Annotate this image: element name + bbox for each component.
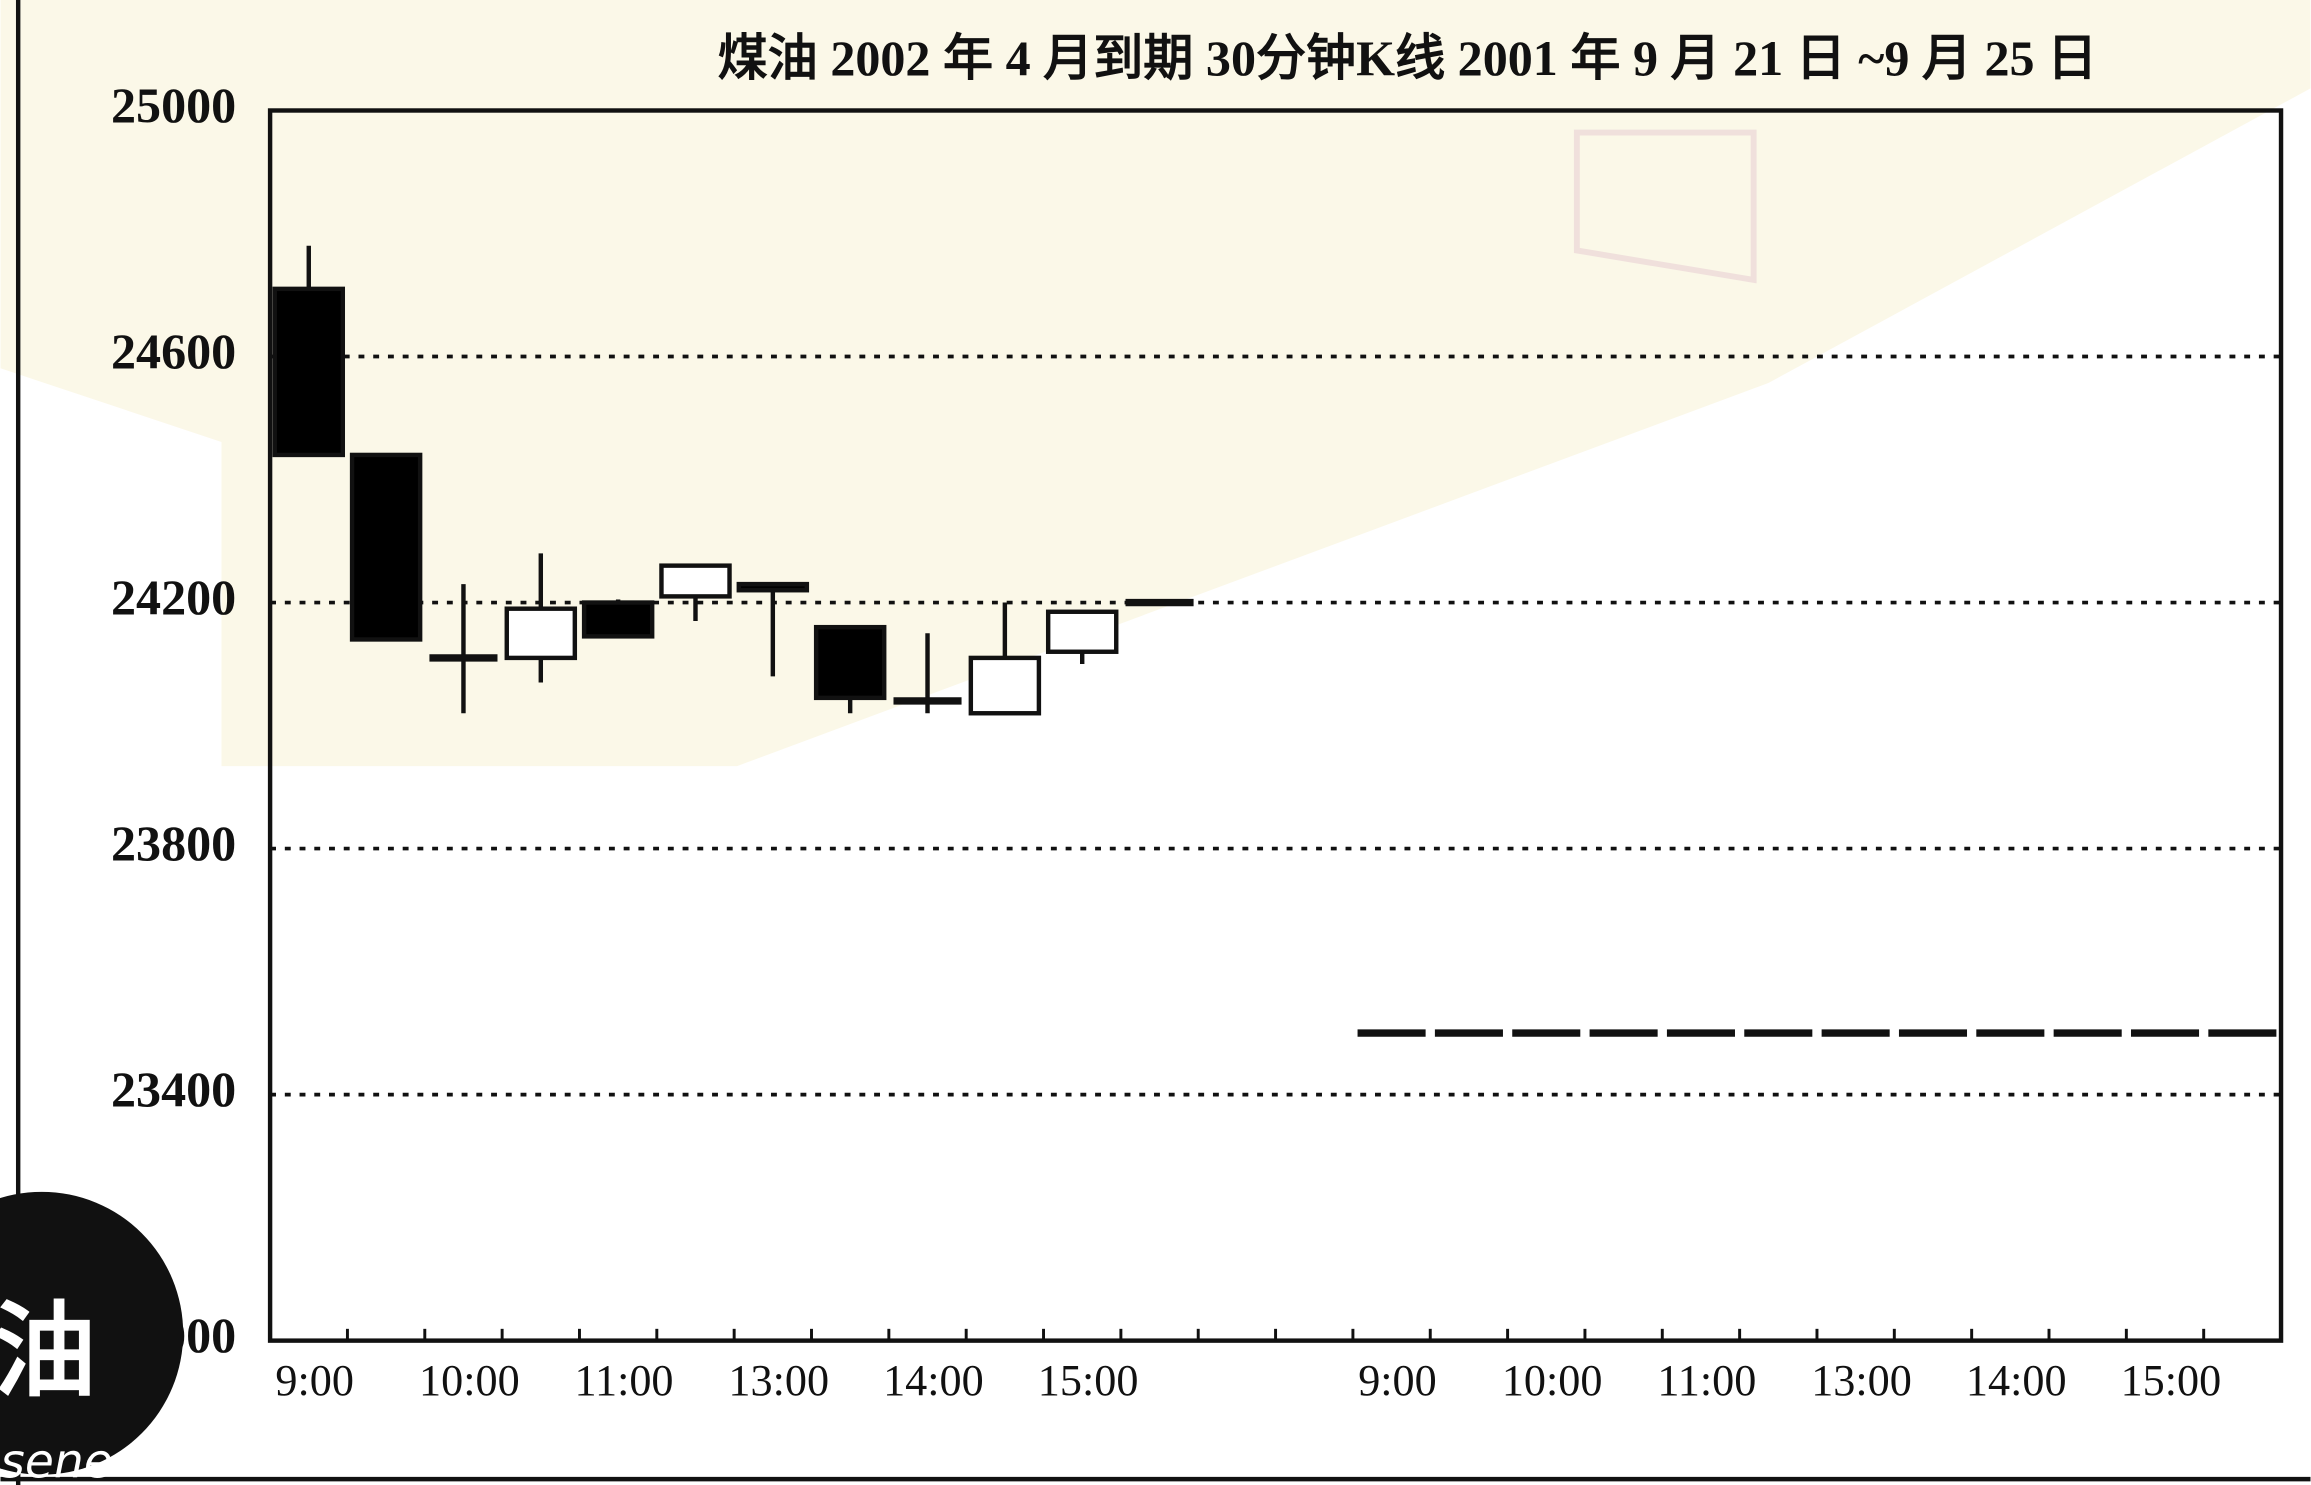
badge: 油 sene (0, 1191, 184, 1485)
candle-body (349, 452, 423, 642)
x-tick-label: 15:00 (1038, 1356, 1139, 1405)
x-tick-label: 9:00 (275, 1356, 354, 1405)
badge-char: 油 (0, 1295, 96, 1409)
x-tick-label: 14:00 (883, 1356, 984, 1405)
x-tick-label: 13:00 (1811, 1356, 1912, 1405)
x-tick-label: 10:00 (419, 1356, 520, 1405)
y-tick-label: 24600 (111, 323, 236, 379)
y-tick-label: 24200 (111, 569, 236, 625)
candle-body (736, 581, 810, 593)
chart-title: 煤油 2002 年 4 月到期 30分钟K线 2001 年 9 月 21 日 ~… (718, 30, 2098, 86)
x-tick-label: 9:00 (1358, 1356, 1437, 1405)
watermark (0, 0, 2311, 767)
candle-body (581, 600, 655, 639)
x-tick-label: 10:00 (1502, 1356, 1603, 1405)
x-tick-label: 11:00 (575, 1356, 674, 1405)
x-tick-label: 11:00 (1657, 1356, 1756, 1405)
candle-body (272, 286, 346, 458)
candle-body (659, 563, 732, 599)
candle-body (1045, 609, 1119, 654)
x-tick-label: 15:00 (2121, 1356, 2222, 1405)
candle-body (504, 606, 578, 661)
watermark-outline (1573, 129, 1757, 284)
y-tick-label: 25000 (111, 77, 236, 133)
plot (270, 245, 2282, 1341)
badge-text: sene (0, 1434, 112, 1485)
y-tick-label: 23800 (111, 815, 236, 871)
x-tick-label: 13:00 (728, 1356, 829, 1405)
badge-circle (0, 1191, 184, 1475)
candle-body (968, 655, 1042, 716)
y-tick-label: 23400 (111, 1061, 236, 1117)
x-tick-label: 14:00 (1966, 1356, 2067, 1405)
candle-body (813, 624, 887, 701)
